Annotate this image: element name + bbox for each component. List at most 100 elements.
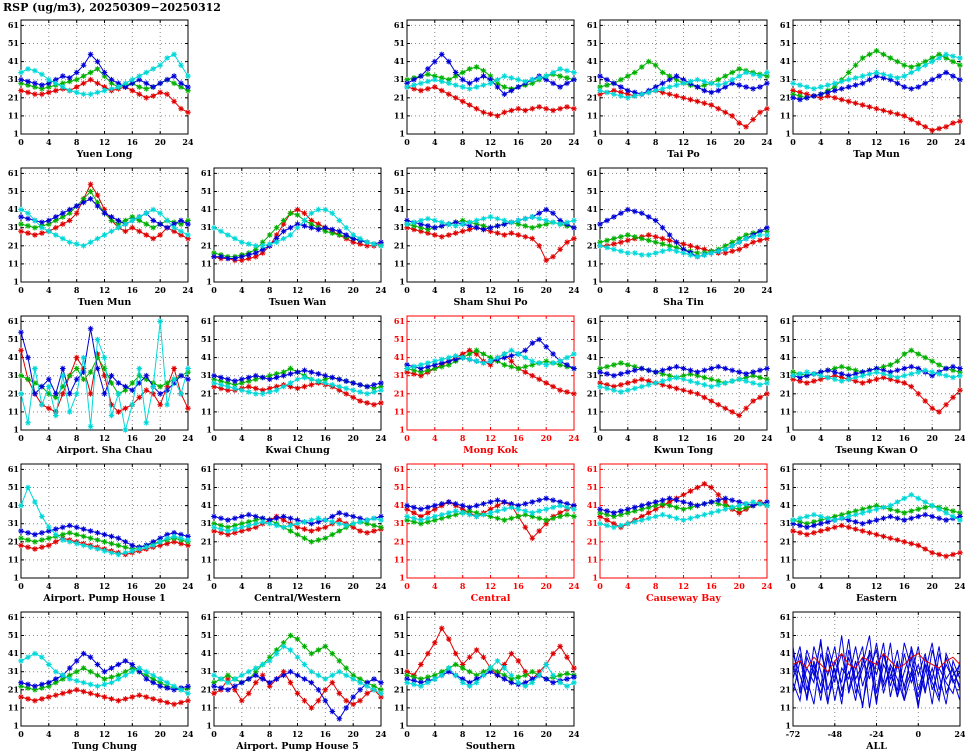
y-tick-label: 61 — [394, 168, 405, 178]
x-tick-label: 24 — [568, 137, 579, 147]
y-tick-label: 41 — [8, 56, 19, 66]
y-tick-label: 61 — [780, 20, 791, 30]
x-tick-label: 8 — [74, 137, 80, 147]
y-tick-label: 61 — [394, 316, 405, 326]
x-tick-label: 8 — [653, 285, 659, 295]
x-tick-label: 20 — [927, 433, 939, 443]
x-tick-label: 12 — [678, 433, 689, 443]
x-tick-label: 24 — [182, 433, 193, 443]
x-tick-label: 20 — [155, 285, 167, 295]
y-tick-label: 51 — [8, 38, 19, 48]
x-tick-label: 16 — [899, 137, 911, 147]
x-tick-label: 0 — [404, 729, 410, 739]
x-tick-label: 4 — [818, 137, 824, 147]
chart-tseung-kwan-o: 1 11 21 31 41 51 61 0 4 8 12 16 20 24 Tseung Kwan O — [772, 310, 965, 458]
y-tick-label: 1 — [13, 277, 19, 287]
y-tick-label: 21 — [394, 388, 405, 398]
x-tick-label: 8 — [460, 433, 466, 443]
y-tick-label: 1 — [206, 277, 212, 287]
y-tick-label: 1 — [592, 425, 598, 435]
x-tick-label: 4 — [239, 285, 245, 295]
y-tick-label: 1 — [785, 129, 791, 139]
y-tick-label: 61 — [587, 168, 598, 178]
series-markers-series-cyan — [18, 51, 191, 97]
x-tick-label: 4 — [625, 433, 631, 443]
y-tick-label: 41 — [8, 204, 19, 214]
y-tick-label: 61 — [8, 20, 19, 30]
x-tick-label: 20 — [348, 581, 360, 591]
x-tick-label: 0 — [18, 729, 24, 739]
x-tick-label: 8 — [74, 581, 80, 591]
series-line-station-1 — [792, 635, 961, 708]
x-tick-label: 16 — [706, 137, 718, 147]
x-tick-label: 12 — [485, 581, 496, 591]
chart-title-southern: Southern — [466, 741, 515, 752]
y-tick-label: 41 — [8, 648, 19, 658]
y-tick-label: 41 — [201, 204, 212, 214]
x-tick-label: 0 — [597, 433, 603, 443]
y-tick-label: 61 — [8, 168, 19, 178]
y-tick-label: 61 — [201, 464, 212, 474]
y-tick-label: 41 — [394, 56, 405, 66]
x-tick-label: 20 — [348, 729, 360, 739]
x-tick-label: 16 — [899, 433, 911, 443]
series-markers-series-cyan — [790, 51, 963, 92]
x-tick-label: 0 — [597, 581, 603, 591]
series-markers-series-green — [211, 632, 384, 693]
series-line-station-5 — [792, 642, 961, 705]
series-line-series-cyan — [213, 645, 382, 694]
y-tick-label: 11 — [394, 406, 405, 416]
y-tick-label: 61 — [587, 464, 598, 474]
y-tick-label: 61 — [780, 316, 791, 326]
y-tick-label: 31 — [201, 666, 212, 676]
x-tick-label: 16 — [706, 433, 718, 443]
y-tick-label: 21 — [394, 536, 405, 546]
y-tick-label: 31 — [394, 222, 405, 232]
x-tick-label: 8 — [653, 137, 659, 147]
x-tick-label: 20 — [734, 433, 746, 443]
chart-title-central: Central — [471, 593, 511, 604]
y-tick-label: 51 — [201, 186, 212, 196]
x-tick-label: 12 — [485, 285, 496, 295]
x-tick-label: 4 — [625, 285, 631, 295]
series-markers-series-cyan — [597, 232, 770, 260]
series-markers-series-red — [404, 84, 577, 119]
y-tick-label: 21 — [394, 240, 405, 250]
x-tick-label: 24 — [182, 729, 193, 739]
y-tick-label: 61 — [8, 464, 19, 474]
x-tick-label: 20 — [734, 581, 746, 591]
y-tick-label: 11 — [587, 258, 598, 268]
x-tick-label: 16 — [513, 581, 525, 591]
y-tick-label: 41 — [201, 352, 212, 362]
x-tick-label: 24 — [954, 581, 965, 591]
chart-yuen-long: 1 11 21 31 41 51 61 0 4 8 12 16 20 24 Yuen Long — [0, 14, 193, 162]
x-tick-label: 24 — [375, 581, 386, 591]
y-tick-label: 21 — [8, 388, 19, 398]
x-tick-label: 24 — [954, 137, 965, 147]
y-tick-label: 21 — [587, 92, 598, 102]
x-tick-label: 0 — [18, 137, 24, 147]
x-tick-label: 4 — [46, 285, 52, 295]
y-tick-label: 31 — [8, 370, 19, 380]
x-tick-label: 0 — [18, 433, 24, 443]
y-tick-label: 11 — [201, 258, 212, 268]
series-markers-series-blue — [18, 522, 191, 550]
chart-mong-kok: 1 11 21 31 41 51 61 0 4 8 12 16 20 24 Mong Kok — [386, 310, 579, 458]
x-tick-label: 8 — [460, 137, 466, 147]
series-markers-series-blue — [790, 69, 963, 103]
y-tick-label: 21 — [587, 536, 598, 546]
y-tick-label: 21 — [587, 240, 598, 250]
series-line-station-red — [792, 652, 961, 673]
x-tick-label: 16 — [513, 433, 525, 443]
y-tick-label: 11 — [780, 554, 791, 564]
chart-title-all: ALL — [865, 741, 887, 752]
x-tick-label: 16 — [899, 581, 911, 591]
